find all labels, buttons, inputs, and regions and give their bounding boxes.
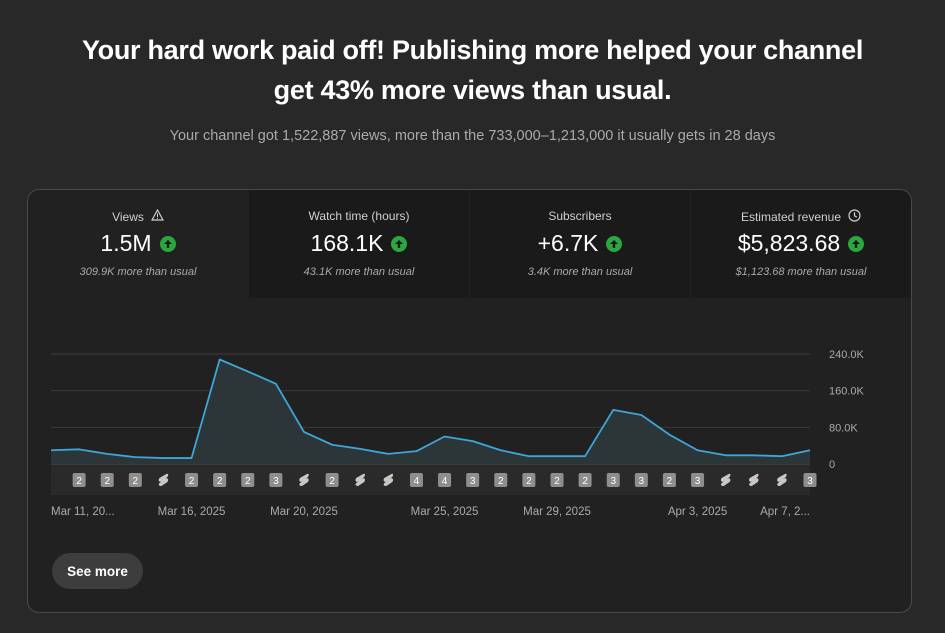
upload-count-marker [438,473,452,487]
x-tick-label: Mar 11, 20... [51,506,115,518]
upload-count-label: 2 [245,476,251,487]
upload-count-label: 3 [610,476,616,487]
analytics-card: Views 1.5M 309.9K more than usual Watch … [27,189,912,613]
upload-count-label: 2 [526,476,532,487]
shorts-icon [777,473,787,486]
up-arrow-icon [391,235,408,252]
area-fill [51,359,810,464]
upload-count-marker [72,473,86,487]
clock-icon [848,209,861,225]
tab-subscribers[interactable]: Subscribers +6.7K 3.4K more than usual [470,190,690,298]
up-arrow-icon [606,235,623,252]
tab-label: Views [112,209,144,224]
upload-count-label: 2 [133,476,139,487]
upload-count-marker [241,473,255,487]
upload-count-marker [803,473,817,487]
tab-value: 1.5M [100,230,152,256]
tab-value: $5,823.68 [737,230,841,256]
upload-count-label: 2 [554,476,560,487]
shorts-icon [355,473,366,486]
shorts-icon [748,473,759,486]
subline: Your channel got 1,522,887 views, more t… [169,128,776,144]
headline-line-2: get 43% more views than usual. [273,75,672,105]
upload-count-marker [578,473,592,487]
upload-count-label: 2 [217,476,223,487]
views-chart: 0 80.0K 160.0K 240.0K 2 2 2 2 2 2 3 2 4 4 3 2 2 2 2 3 3 2 3 3 Ma… [50,349,865,518]
upload-count-label: 2 [189,476,195,487]
tab-label: Watch time (hours) [308,209,410,223]
tab-label: Subscribers [548,209,612,223]
tab-views[interactable]: Views 1.5M 309.9K more than usual [28,190,248,298]
tab-sub: 309.9K more than usual [79,266,197,278]
upload-count-marker [185,473,199,487]
upload-count-marker [325,473,339,487]
upload-count-label: 4 [442,476,448,487]
upload-count-marker [466,473,480,487]
x-tick-label: Apr 3, 2025 [668,506,727,518]
x-tick-label: Mar 16, 2025 [158,506,226,518]
marker-strip [51,465,810,495]
upload-count-label: 3 [470,476,476,487]
upload-count-label: 3 [273,476,279,487]
warning-icon [150,208,164,224]
metric-tabs: Views 1.5M 309.9K more than usual Watch … [28,190,911,298]
tab-value: 168.1K [310,230,384,256]
y-tick-label: 0 [829,459,835,471]
tab-estimated-revenue[interactable]: Estimated revenue $5,823.68 $1,123.68 mo… [691,190,911,298]
upload-count-label: 3 [639,476,645,487]
upload-count-label: 2 [104,476,110,487]
y-tick-label: 160.0K [829,386,865,398]
shorts-icon [383,473,394,486]
tab-sub: 3.4K more than usual [527,266,633,278]
series-line [50,358,811,459]
upload-count-label: 4 [414,476,420,487]
shorts-icon [299,473,309,486]
upload-count-marker [691,473,705,487]
y-tick-label: 240.0K [829,349,865,361]
upload-count-label: 2 [498,476,504,487]
tab-label: Estimated revenue [740,210,842,224]
tab-value: +6.7K [537,230,599,256]
upload-count-marker [606,473,620,487]
upload-count-marker [409,473,423,487]
upload-count-marker [269,473,283,487]
tab-sub: $1,123.68 more than usual [735,266,867,278]
upload-count-label: 2 [76,476,82,487]
headline: Your hard work paid off! Publishing more… [0,30,945,110]
upload-count-marker [634,473,648,487]
headline-line-1: Your hard work paid off! Publishing more… [81,35,864,65]
upload-count-marker [128,473,142,487]
upload-count-label: 3 [695,476,701,487]
x-tick-label: Apr 7, 2... [760,506,810,518]
upload-count-label: 2 [582,476,588,487]
upload-count-marker [213,473,227,487]
upload-count-marker [522,473,536,487]
tab-sub: 43.1K more than usual [303,266,415,278]
upload-count-marker [100,473,114,487]
tab-watch-time[interactable]: Watch time (hours) 168.1K 43.1K more tha… [249,190,469,298]
see-more-button[interactable]: See more [52,553,143,589]
upload-count-label: 2 [329,476,335,487]
shorts-icon [158,473,169,486]
upload-count-marker [662,473,676,487]
upload-count-label: 3 [807,476,813,487]
upload-count-marker [550,473,564,487]
x-tick-label: Mar 20, 2025 [270,506,338,518]
y-tick-label: 80.0K [829,422,858,434]
up-arrow-icon [159,235,176,252]
shorts-icon [720,473,731,486]
upload-count-marker [494,473,508,487]
upload-count-label: 2 [667,476,673,487]
up-arrow-icon [848,235,865,252]
x-tick-label: Mar 25, 2025 [411,506,479,518]
x-tick-label: Mar 29, 2025 [523,506,591,518]
